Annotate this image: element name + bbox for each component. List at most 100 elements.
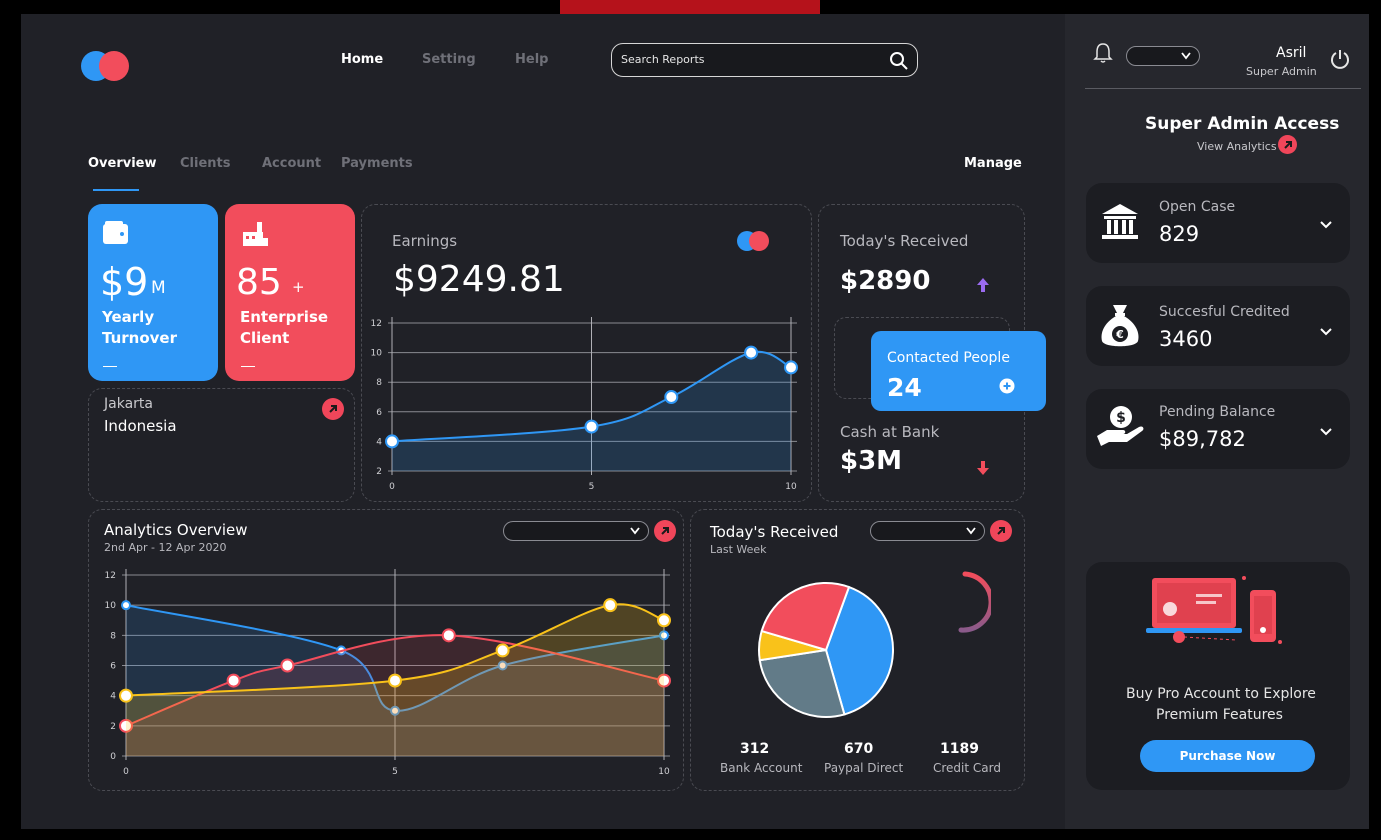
- bank-icon: [1102, 204, 1138, 239]
- location-country: Indonesia: [104, 417, 177, 435]
- received-value: $2890: [840, 266, 931, 296]
- pie-title: Today's Received: [710, 523, 839, 541]
- open-case-value: 829: [1159, 222, 1200, 246]
- promo-card: Buy Pro Account to Explore Premium Featu…: [1086, 562, 1350, 790]
- stat-credit-value: 1189: [940, 741, 979, 757]
- logo[interactable]: [81, 51, 133, 81]
- tab-account[interactable]: Account: [262, 156, 322, 171]
- analytics-series-3-point: [657, 613, 671, 628]
- y-tick-label: 10: [105, 601, 117, 611]
- x-tick-label: 10: [658, 767, 670, 777]
- y-tick-label: 2: [376, 467, 382, 477]
- analytics-series-3-point: [388, 673, 402, 688]
- contacted-label: Contacted People: [887, 350, 1010, 366]
- tab-clients[interactable]: Clients: [180, 156, 231, 171]
- credited-card[interactable]: € Succesful Credited 3460: [1086, 286, 1350, 366]
- add-icon[interactable]: [999, 378, 1015, 394]
- enterprise-unit: +: [292, 278, 305, 296]
- factory-icon: [243, 222, 268, 246]
- pending-label: Pending Balance: [1159, 404, 1276, 420]
- cash-value: $3M: [840, 446, 903, 476]
- earnings-series-point: [584, 419, 599, 434]
- stat-paypal-value: 670: [844, 741, 874, 757]
- search-input[interactable]: Search Reports: [621, 53, 705, 66]
- tab-payments[interactable]: Payments: [341, 156, 413, 171]
- pie-open-icon[interactable]: [990, 520, 1012, 542]
- y-tick-label: 8: [376, 378, 382, 388]
- nav-home[interactable]: Home: [341, 52, 384, 67]
- enterprise-label-2: Client: [240, 329, 290, 347]
- y-tick-label: 12: [371, 319, 382, 329]
- progress-ring: [958, 571, 991, 633]
- x-tick-label: 0: [123, 767, 129, 777]
- analytics-series-1-point: [121, 600, 131, 611]
- chevron-down-icon: [1181, 52, 1191, 60]
- y-tick-label: 8: [110, 631, 116, 641]
- search-bar[interactable]: Search Reports: [611, 43, 918, 77]
- chevron-down-icon[interactable]: [1320, 328, 1332, 336]
- analytics-series-2-point: [657, 673, 671, 688]
- enterprise-dash: [241, 366, 255, 367]
- pie-slice: [758, 648, 846, 718]
- stat-paypal-label: Paypal Direct: [824, 761, 904, 775]
- purchase-button[interactable]: Purchase Now: [1140, 740, 1315, 772]
- arrow-down-icon: [977, 461, 989, 475]
- turnover-card[interactable]: $9 M Yearly Turnover: [88, 204, 218, 381]
- analytics-series-1-area: [126, 605, 664, 756]
- analytics-series-3-point: [119, 688, 133, 703]
- pie-slice: [824, 585, 894, 716]
- nav-help[interactable]: Help: [515, 52, 549, 67]
- contacted-card[interactable]: Contacted People 24: [871, 331, 1046, 411]
- bell-icon[interactable]: [1093, 42, 1113, 64]
- stat-credit-label: Credit Card: [933, 761, 1001, 775]
- analytics-series-3-area: [126, 604, 664, 756]
- location-open-icon[interactable]: [322, 398, 344, 420]
- earnings-series-point: [385, 434, 399, 449]
- svg-text:€: €: [1115, 328, 1124, 341]
- earnings-card: Earnings $9249.81 2 4 6 8 10 12 0 5 10: [361, 204, 812, 502]
- devices-illustration: [1146, 576, 1282, 644]
- cash-label: Cash at Bank: [840, 423, 940, 441]
- turnover-label-1: Yearly: [102, 308, 155, 326]
- user-role: Super Admin: [1246, 65, 1317, 78]
- header-dropdown[interactable]: [1126, 46, 1200, 66]
- promo-line-2: Premium Features: [1156, 707, 1283, 723]
- search-icon[interactable]: [889, 51, 909, 71]
- open-case-label: Open Case: [1159, 199, 1236, 215]
- wallet-icon: [103, 221, 128, 244]
- x-tick-label: 5: [589, 482, 595, 492]
- user-name: Asril: [1276, 45, 1307, 61]
- stat-bank-label: Bank Account: [720, 761, 803, 775]
- admin-title: Super Admin Access: [1145, 114, 1340, 134]
- y-tick-label: 10: [371, 349, 383, 359]
- x-tick-label: 5: [392, 767, 398, 777]
- analytics-dropdown[interactable]: [503, 521, 649, 541]
- stat-bank-value: 312: [740, 741, 770, 757]
- promo-line-1: Buy Pro Account to Explore: [1126, 686, 1316, 702]
- pie-dropdown[interactable]: [870, 521, 985, 541]
- manage-link[interactable]: Manage: [964, 156, 1022, 171]
- nav-setting[interactable]: Setting: [422, 52, 476, 67]
- y-tick-label: 4: [376, 437, 382, 447]
- admin-link[interactable]: View Analytics: [1197, 140, 1277, 153]
- y-tick-label: 2: [110, 722, 116, 732]
- location-card[interactable]: Jakarta Indonesia: [88, 388, 355, 502]
- purchase-button-label: Purchase Now: [1179, 749, 1276, 763]
- admin-open-icon[interactable]: [1278, 135, 1297, 154]
- chevron-down-icon[interactable]: [1320, 428, 1332, 436]
- analytics-series-1-point: [390, 705, 400, 716]
- power-icon[interactable]: [1329, 48, 1351, 70]
- y-tick-label: 4: [110, 692, 116, 702]
- analytics-title: Analytics Overview: [104, 521, 248, 539]
- earnings-label: Earnings: [392, 232, 458, 250]
- enterprise-card[interactable]: 85 + Enterprise Client: [225, 204, 355, 381]
- hand-coin-icon: $: [1097, 406, 1144, 446]
- analytics-open-icon[interactable]: [654, 520, 676, 542]
- tab-overview[interactable]: Overview: [88, 156, 157, 171]
- open-case-card[interactable]: Open Case 829: [1086, 183, 1350, 263]
- earnings-chart: 2 4 6 8 10 12 0 5 10: [371, 317, 798, 492]
- pending-card[interactable]: $ Pending Balance $89,782: [1086, 389, 1350, 469]
- chevron-down-icon[interactable]: [1320, 221, 1332, 229]
- credited-label: Succesful Credited: [1159, 304, 1290, 320]
- analytics-range: 2nd Apr - 12 Apr 2020: [104, 541, 227, 554]
